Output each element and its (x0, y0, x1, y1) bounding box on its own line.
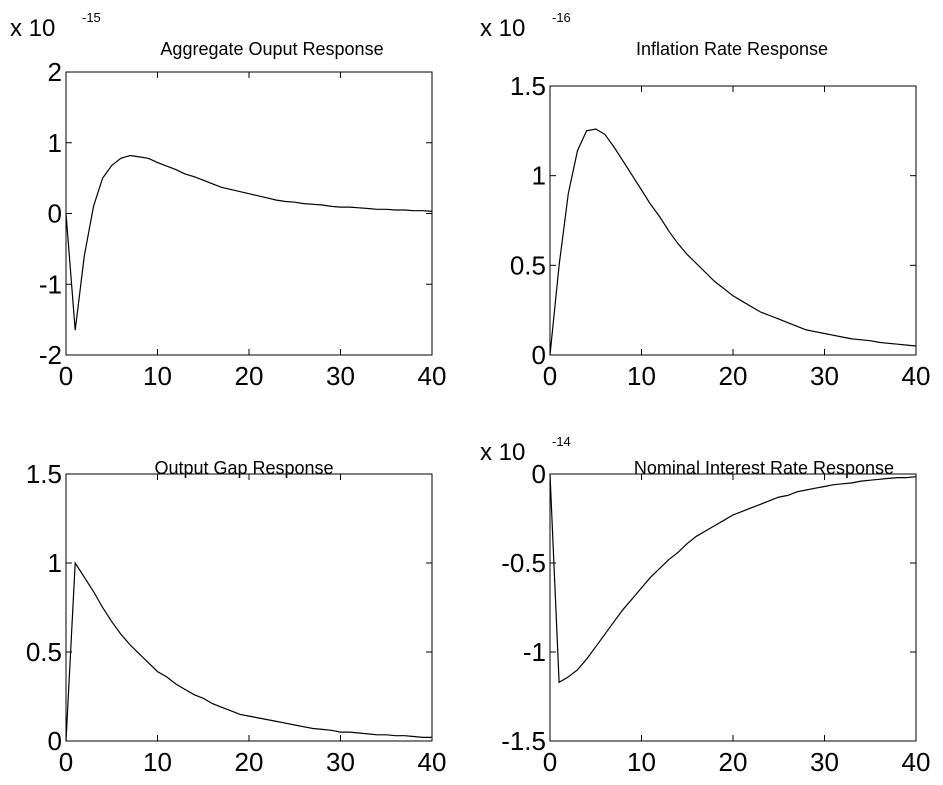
panel-output-gap: Output Gap Response 0 10 20 30 40 0 0.5 1 1.5 (26, 458, 447, 777)
panel-3-series-line (549, 473, 917, 684)
panel-3-x-tick-labels: 0 10 20 30 40 (543, 747, 931, 777)
panel-1-series-line (549, 128, 917, 356)
y-tick-label: -1 (523, 637, 546, 667)
panel-1-x-tick-labels: 0 10 20 30 40 (543, 361, 931, 391)
y-tick-label: 1.5 (510, 71, 546, 101)
panel-1-multiplier-base: x 10 (480, 15, 525, 42)
x-tick-label: 0 (59, 361, 73, 391)
y-tick-label: 0 (532, 459, 546, 489)
panel-nominal-interest-rate: x 10 -14 Nominal Interest Rate Response … (480, 434, 930, 777)
panel-3-y-tick-labels: -1.5 -1 -0.5 0 (501, 459, 546, 756)
x-tick-label: 10 (143, 747, 172, 777)
x-tick-label: 30 (810, 361, 839, 391)
panel-inflation-rate: x 10 -16 Inflation Rate Response 0 10 20 30… (480, 10, 930, 391)
x-tick-label: 30 (810, 747, 839, 777)
panel-1-y-tick-labels: 0 0.5 1 1.5 (510, 71, 546, 370)
x-tick-label: 0 (543, 361, 557, 391)
panel-0-title: Aggregate Ouput Response (160, 39, 383, 59)
panel-0-multiplier-base: x 10 (10, 15, 55, 42)
panel-2-x-tick-labels: 0 10 20 30 40 (59, 747, 447, 777)
panel-2-series-line (65, 561, 432, 742)
panel-0-ticks (65, 71, 433, 356)
x-tick-label: 20 (719, 361, 748, 391)
panel-1-ticks (549, 85, 917, 356)
x-tick-label: 30 (326, 747, 355, 777)
y-tick-label: -2 (39, 340, 62, 370)
panel-0-series-line (65, 154, 433, 331)
panel-1-title: Inflation Rate Response (636, 39, 828, 59)
y-tick-label: 0 (48, 726, 62, 756)
y-tick-label: 2 (48, 57, 62, 87)
panel-0-y-tick-labels: -2 -1 0 1 2 (39, 57, 62, 370)
x-tick-label: 20 (235, 361, 264, 391)
y-tick-label: 1 (48, 128, 62, 158)
x-tick-label: 10 (143, 361, 172, 391)
panel-2-title: Output Gap Response (154, 458, 333, 478)
y-tick-label: -1 (39, 269, 62, 299)
x-tick-label: 30 (326, 361, 355, 391)
y-tick-label: 0.5 (510, 250, 546, 280)
panel-3-multiplier-exponent: -14 (552, 434, 571, 449)
y-tick-label: 0.5 (26, 637, 62, 667)
y-tick-label: 0 (532, 340, 546, 370)
panel-0-multiplier-exponent: -15 (82, 10, 101, 25)
panel-1-multiplier-exponent: -16 (552, 10, 571, 25)
x-tick-label: 20 (719, 747, 748, 777)
y-tick-label: 1 (532, 161, 546, 191)
x-tick-label: 40 (418, 747, 447, 777)
panel-aggregate-output: x 10 -15 Aggregate Ouput Response 0 10 20 3… (10, 10, 446, 391)
y-tick-label: 1.5 (26, 459, 62, 489)
x-tick-label: 40 (902, 747, 931, 777)
x-tick-label: 0 (59, 747, 73, 777)
x-tick-label: 20 (235, 747, 264, 777)
y-tick-label: -0.5 (501, 548, 546, 578)
x-tick-label: 40 (418, 361, 447, 391)
x-tick-label: 10 (627, 747, 656, 777)
y-tick-label: 1 (48, 548, 62, 578)
x-tick-label: 0 (543, 747, 557, 777)
panel-3-multiplier-base: x 10 (480, 439, 525, 466)
x-tick-label: 10 (627, 361, 656, 391)
panel-2-y-tick-labels: 0 0.5 1 1.5 (26, 459, 62, 756)
x-tick-label: 40 (902, 361, 931, 391)
panel-3-title: Nominal Interest Rate Response (634, 458, 894, 478)
y-tick-label: 0 (48, 199, 62, 229)
y-tick-label: -1.5 (501, 726, 546, 756)
panel-0-x-tick-labels: 0 10 20 30 40 (59, 361, 447, 391)
